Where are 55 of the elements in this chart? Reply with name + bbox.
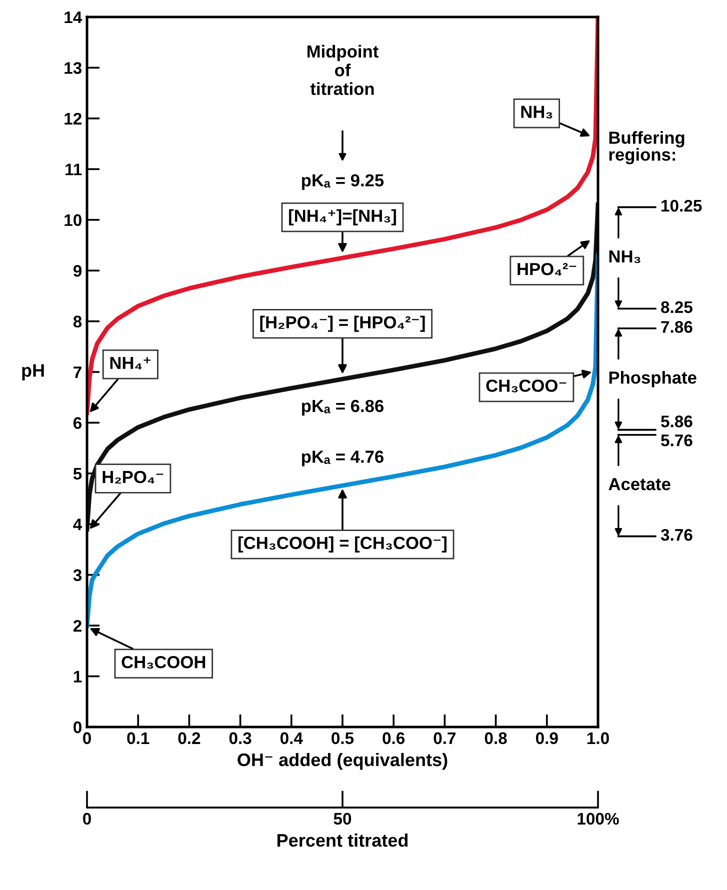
y-tick-label: 12 bbox=[64, 112, 82, 124]
y-tick-label: 3 bbox=[73, 569, 82, 582]
x-tick-label: 0.6 bbox=[382, 732, 405, 744]
annotation: Midpoint of titration bbox=[308, 44, 378, 96]
annotation: [NH₄⁺]=[NH₃] bbox=[289, 209, 396, 226]
x-tick-label: 1.0 bbox=[587, 732, 609, 744]
y2-tick-label: 5.86 bbox=[661, 416, 692, 428]
y-axis-title: pH bbox=[22, 364, 44, 380]
x-axis-title: OH⁻ added (equivalents) bbox=[238, 752, 448, 770]
x2-tick-label: 50 bbox=[334, 812, 352, 825]
annotation: CH₃COOH bbox=[122, 656, 206, 669]
y-tick-label: 4 bbox=[73, 518, 82, 530]
y2-tick-label: 3.76 bbox=[660, 528, 692, 541]
x2-tick-label: 0 bbox=[83, 812, 91, 825]
y-tick-label: 1 bbox=[74, 670, 82, 682]
y2-tick-label: 7.86 bbox=[661, 321, 692, 333]
annotation: pKₐ = 9.25 bbox=[302, 174, 384, 190]
annotation: [H₂PO₄⁻] = [HPO₄²⁻] bbox=[260, 316, 425, 332]
x-tick-label: 0.2 bbox=[178, 732, 200, 744]
y-tick-label: 2 bbox=[73, 620, 82, 632]
x-tick-label: 0.8 bbox=[484, 732, 507, 744]
x2-tick-label: 100% bbox=[578, 812, 619, 825]
y-tick-label: 6 bbox=[73, 417, 82, 429]
annotation: pKₐ = 6.86 bbox=[302, 400, 384, 416]
annotation: H₂PO₄⁻ bbox=[102, 470, 164, 484]
y-tick-label: 10 bbox=[64, 214, 82, 226]
x-tick-label: 0.5 bbox=[332, 732, 354, 744]
annotation: [CH₃COOH] = [CH₃COO⁻] bbox=[238, 536, 446, 553]
x-tick-label: 0.9 bbox=[536, 732, 558, 744]
x-tick-label: 0.1 bbox=[127, 732, 150, 744]
y-tick-label: 5 bbox=[73, 468, 82, 480]
y2-tick-label: 10.25 bbox=[662, 200, 702, 212]
x2-axis-title: Percent titrated bbox=[277, 834, 408, 847]
x-tick-label: 0.7 bbox=[434, 732, 456, 744]
y2-tick-label: 8.25 bbox=[661, 301, 692, 314]
text: Phosphate bbox=[609, 371, 696, 388]
y-tick-label: 13 bbox=[64, 62, 82, 74]
annotation: NH₃ bbox=[521, 106, 552, 118]
x-tick-label: 0.3 bbox=[229, 732, 252, 744]
annotation: CH₃COO⁻ bbox=[486, 380, 566, 392]
text: Buffering regions: bbox=[609, 131, 684, 164]
y-tick-label: 0 bbox=[74, 721, 82, 734]
x-tick-label: 0.4 bbox=[280, 732, 303, 744]
text: NH₃ bbox=[609, 250, 640, 264]
annotation: NH₄⁺ bbox=[110, 356, 151, 370]
text: Acetate bbox=[608, 478, 670, 490]
x-tick-label: 0 bbox=[83, 732, 91, 744]
y-tick-label: 8 bbox=[73, 316, 82, 328]
y-tick-label: 9 bbox=[73, 264, 82, 277]
annotation: HPO₄²⁻ bbox=[518, 262, 576, 276]
y2-tick-label: 5.76 bbox=[661, 434, 692, 446]
y-tick-label: 11 bbox=[66, 164, 82, 176]
y-tick-label: 7 bbox=[74, 366, 82, 378]
y-tick-label: 14 bbox=[64, 12, 82, 24]
annotation: pKₐ = 4.76 bbox=[302, 450, 384, 466]
